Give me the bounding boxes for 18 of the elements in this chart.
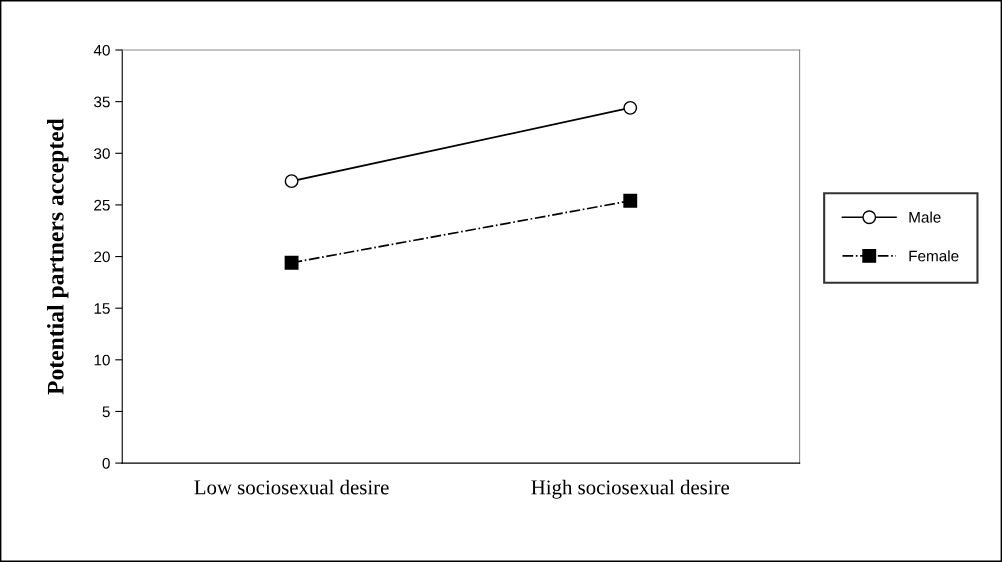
y-tick-label: 20 bbox=[94, 251, 110, 263]
x-tick-label: Low sociosexual desire bbox=[194, 479, 389, 495]
y-axis-title: Potential partners accepted bbox=[47, 118, 69, 395]
point bbox=[623, 100, 638, 115]
legend-label: Male bbox=[909, 211, 941, 223]
point bbox=[284, 174, 299, 189]
x-tick-label: High sociosexual desire bbox=[531, 479, 730, 499]
y-tick-label: 0 bbox=[102, 457, 110, 469]
y-tick-label: 40 bbox=[93, 44, 110, 56]
y-tick-label: 30 bbox=[94, 148, 110, 159]
y-tick-label: 15 bbox=[94, 303, 110, 314]
point bbox=[623, 193, 638, 208]
y-tick-label: 25 bbox=[94, 199, 110, 211]
y-tick-label: 35 bbox=[94, 96, 110, 108]
legend-label: Female bbox=[909, 250, 959, 262]
y-tick-label: 10 bbox=[94, 354, 110, 366]
point bbox=[284, 255, 299, 270]
y-tick-label: 5 bbox=[102, 406, 110, 418]
